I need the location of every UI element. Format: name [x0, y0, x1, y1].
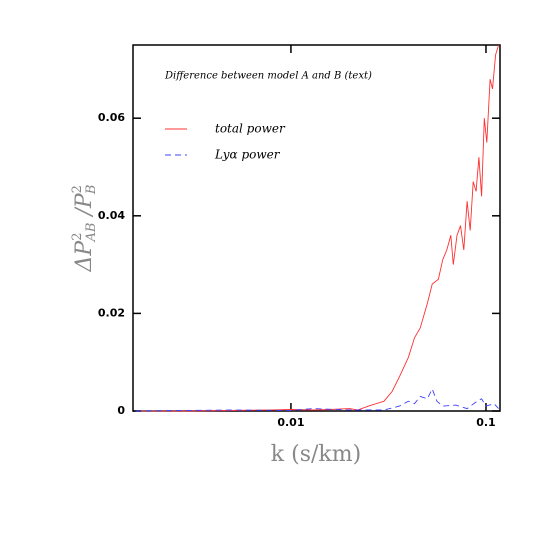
y-label-part: B: [84, 185, 99, 196]
y-tick-label: 0: [117, 404, 125, 417]
annotation: Difference between model A and B (text): [164, 71, 372, 82]
x-tick-label: 0.01: [277, 416, 304, 429]
x-axis-label: k (s/km): [271, 442, 361, 467]
y-label-part: AB: [84, 223, 99, 243]
y-tick-label: 0.04: [98, 209, 125, 222]
legend-label: Lyα power: [214, 148, 281, 162]
y-label-part: ΔP: [72, 240, 97, 273]
legend-label: total power: [215, 122, 286, 136]
data-line: [135, 44, 500, 412]
y-label-part: /P: [72, 192, 97, 222]
y-tick-label: 0.06: [98, 111, 125, 124]
y-tick-label: 0.02: [98, 306, 125, 319]
y-label-part: 2: [70, 185, 85, 193]
y-axis-label: ΔP2AB /P2B: [70, 185, 99, 273]
x-tick-label: 0.1: [476, 416, 496, 429]
plot-frame: [132, 44, 501, 412]
y-label-part: 2: [70, 233, 85, 241]
data-line: [135, 387, 499, 412]
